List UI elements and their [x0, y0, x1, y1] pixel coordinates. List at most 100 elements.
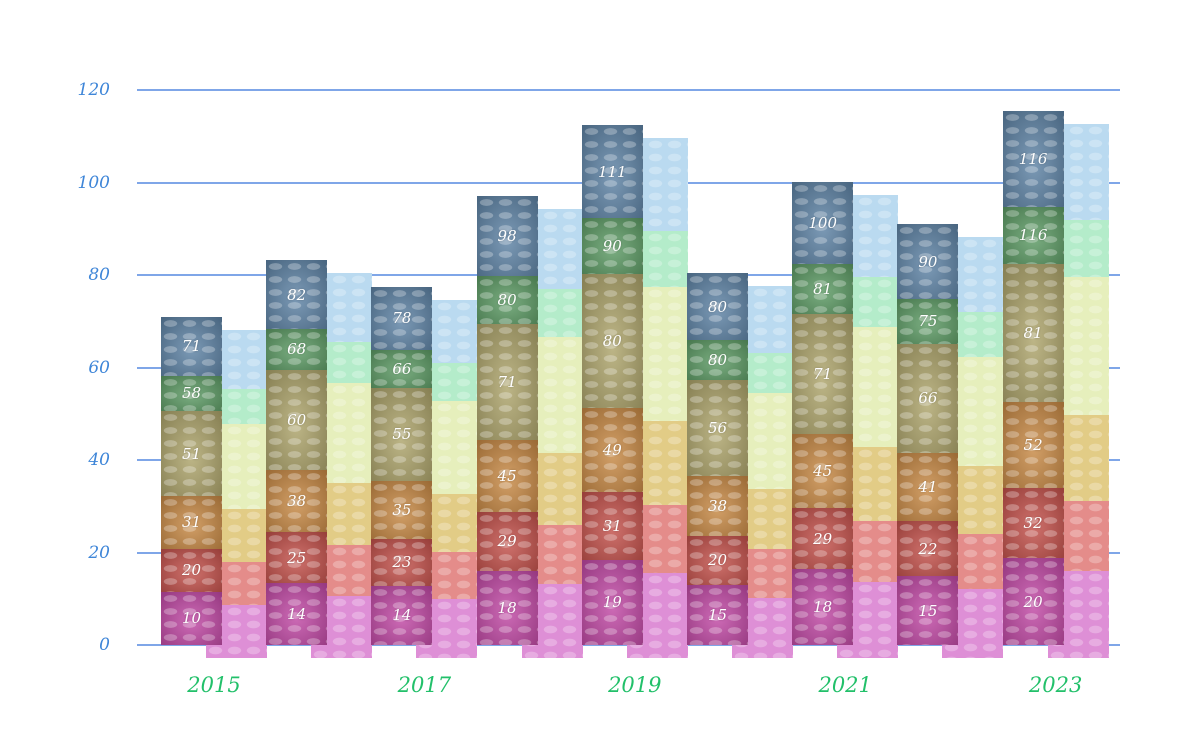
bar-segment: 45 — [476, 440, 538, 512]
data-label: 80 — [707, 297, 728, 316]
data-label: 18 — [813, 598, 833, 617]
bar-2019: 19 31 49 80 90 111 — [581, 0, 643, 750]
bar-segment: 29 — [476, 511, 538, 571]
bar-segment: 18 — [792, 569, 854, 645]
bar-segment: 51 — [161, 410, 222, 497]
bar-segment: 78 — [371, 287, 433, 350]
data-label: 14 — [392, 606, 412, 625]
data-label: 75 — [918, 312, 938, 331]
x-tick-label: 2021 — [818, 673, 872, 697]
data-label: 20 — [1023, 592, 1043, 611]
data-label: 116 — [1018, 149, 1048, 168]
bar-segment: 14 — [266, 583, 328, 645]
data-label: 22 — [918, 539, 938, 558]
bar-segment: 66 — [897, 343, 959, 454]
data-label: 80 — [497, 290, 517, 309]
data-label: 20 — [181, 561, 202, 580]
data-label: 68 — [287, 340, 307, 359]
bar-segment: 31 — [161, 496, 222, 549]
bar-segment: 32 — [1002, 488, 1064, 559]
bar-segment: 80 — [687, 340, 748, 380]
data-label: 14 — [287, 605, 307, 623]
data-label: 55 — [392, 425, 412, 444]
bar-2022: 15 22 41 66 75 90 — [897, 0, 959, 750]
data-label: 29 — [813, 529, 833, 548]
x-tick-label: 2023 — [1028, 673, 1083, 697]
bar-segment: 80 — [476, 275, 538, 325]
bar-segment: 45 — [792, 434, 854, 509]
bar-segment: 20 — [161, 548, 222, 592]
data-label: 71 — [181, 337, 202, 356]
data-label: 20 — [707, 551, 728, 570]
bar-2016: 14 25 38 60 68 82 — [266, 0, 328, 750]
data-label: 52 — [1023, 436, 1043, 455]
x-tick-label: 2015 — [187, 673, 241, 697]
data-label: 58 — [181, 384, 202, 403]
data-label: 100 — [808, 213, 837, 232]
bar-segment: 15 — [687, 584, 748, 645]
bar-segment: 20 — [1002, 558, 1064, 645]
bar-segment: 71 — [792, 313, 854, 435]
bar-segment: 68 — [266, 329, 328, 370]
bar-segment: 29 — [792, 508, 854, 570]
bar-segment: 98 — [476, 195, 538, 276]
data-label: 15 — [707, 605, 728, 624]
bar-segment: 18 — [476, 571, 538, 645]
bar-2023: 20 32 52 81 116 116 — [1002, 0, 1064, 750]
data-label: 32 — [1023, 514, 1043, 533]
data-label: 80 — [707, 351, 728, 370]
data-label: 18 — [497, 599, 517, 617]
bar-segment: 35 — [371, 480, 433, 540]
data-label: 80 — [602, 332, 622, 351]
bar-segment: 31 — [581, 491, 643, 560]
bar-segment: 15 — [897, 576, 959, 645]
data-label: 60 — [287, 410, 307, 429]
bar-segment: 100 — [792, 182, 854, 264]
data-label: 45 — [497, 466, 517, 485]
bar-segment: 55 — [371, 387, 433, 481]
bar-segment: 90 — [897, 224, 959, 300]
x-tick-label: 2017 — [397, 673, 452, 697]
data-label: 19 — [602, 593, 622, 612]
bar-segment: 52 — [1002, 402, 1064, 489]
bar-2015: 10 20 31 51 58 71 — [161, 0, 222, 750]
data-label: 111 — [597, 162, 627, 181]
y-tick-label: 80 — [88, 265, 110, 285]
bar-segment: 66 — [371, 349, 433, 388]
data-label: 10 — [181, 609, 202, 628]
data-label: 90 — [918, 252, 938, 271]
data-label: 38 — [707, 497, 728, 516]
bar-segment: 80 — [581, 274, 643, 409]
bar-segment: 41 — [897, 453, 959, 522]
bar-segment: 82 — [266, 260, 328, 330]
gridline — [137, 89, 1120, 91]
data-label: 66 — [918, 389, 938, 408]
data-label: 38 — [287, 492, 307, 511]
bar-segment: 56 — [687, 379, 748, 477]
data-label: 51 — [181, 444, 202, 463]
data-label: 45 — [813, 462, 833, 481]
bar-2021: 18 29 45 71 81 100 — [792, 0, 854, 750]
bar-segment: 25 — [266, 532, 328, 584]
bar-segment: 38 — [266, 470, 328, 533]
y-tick-label: 120 — [77, 80, 110, 100]
data-label: 49 — [602, 441, 622, 460]
bar-segment: 75 — [897, 299, 959, 344]
bar-segment: 80 — [687, 273, 748, 341]
bar-segment: 81 — [1002, 263, 1064, 403]
bar-segment: 58 — [161, 375, 222, 411]
bar-2020: 15 20 38 56 80 80 — [687, 0, 748, 750]
data-label: 35 — [392, 500, 412, 519]
data-label: 41 — [918, 478, 938, 497]
bar-2017: 14 23 35 55 66 78 — [371, 0, 433, 750]
bar-segment: 38 — [687, 476, 748, 536]
bar-segment: 71 — [476, 324, 538, 441]
data-label: 71 — [497, 373, 517, 392]
bar-segment: 90 — [581, 218, 643, 275]
data-label: 78 — [392, 309, 412, 328]
data-label: 98 — [497, 226, 517, 245]
bar-segment: 49 — [581, 408, 643, 492]
data-label: 82 — [287, 285, 307, 304]
data-label: 71 — [813, 364, 833, 383]
